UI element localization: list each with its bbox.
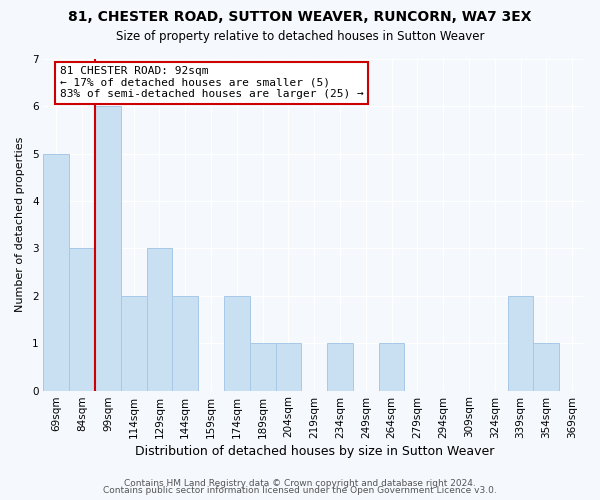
Bar [533, 343, 559, 390]
Bar [69, 248, 95, 390]
Bar [172, 296, 198, 390]
Bar [379, 343, 404, 390]
Text: 81, CHESTER ROAD, SUTTON WEAVER, RUNCORN, WA7 3EX: 81, CHESTER ROAD, SUTTON WEAVER, RUNCORN… [68, 10, 532, 24]
Bar [121, 296, 146, 390]
Text: Contains HM Land Registry data © Crown copyright and database right 2024.: Contains HM Land Registry data © Crown c… [124, 478, 476, 488]
Bar [146, 248, 172, 390]
Text: Size of property relative to detached houses in Sutton Weaver: Size of property relative to detached ho… [116, 30, 484, 43]
Bar [327, 343, 353, 390]
Text: 81 CHESTER ROAD: 92sqm
← 17% of detached houses are smaller (5)
83% of semi-deta: 81 CHESTER ROAD: 92sqm ← 17% of detached… [59, 66, 364, 100]
Text: Contains public sector information licensed under the Open Government Licence v3: Contains public sector information licen… [103, 486, 497, 495]
Bar [250, 343, 275, 390]
Bar [275, 343, 301, 390]
Bar [95, 106, 121, 391]
Y-axis label: Number of detached properties: Number of detached properties [15, 137, 25, 312]
X-axis label: Distribution of detached houses by size in Sutton Weaver: Distribution of detached houses by size … [134, 444, 494, 458]
Bar [43, 154, 69, 390]
Bar [508, 296, 533, 390]
Bar [224, 296, 250, 390]
